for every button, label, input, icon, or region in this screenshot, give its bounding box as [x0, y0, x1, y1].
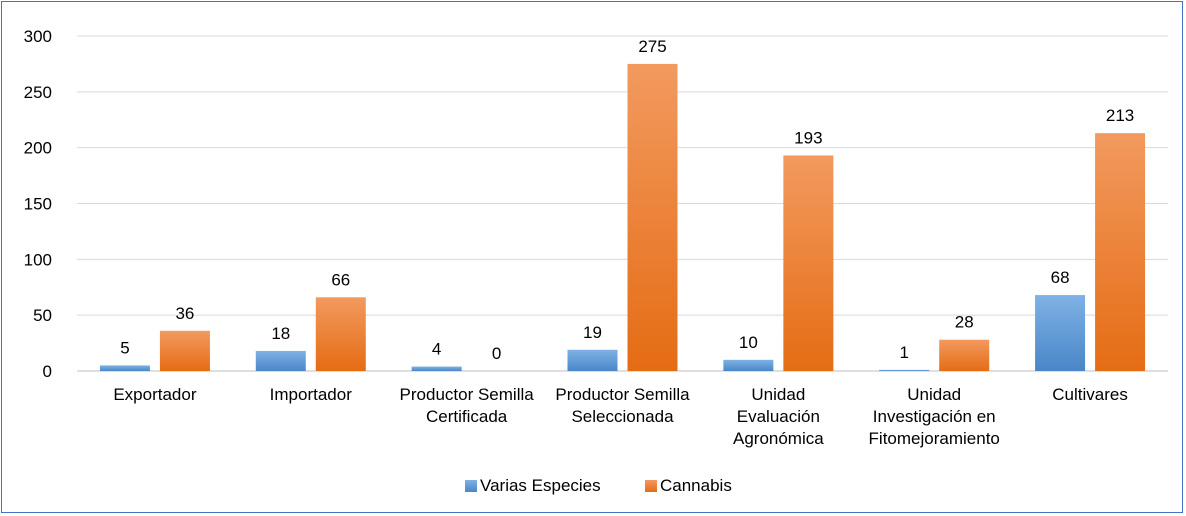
bar-varias-especies — [879, 369, 930, 371]
y-tick-label: 250 — [24, 83, 52, 102]
x-category-label: Unidad Investigación en Fitomejoramiento — [869, 385, 1000, 448]
x-category-label: Productor Semilla Certificada — [400, 385, 535, 426]
y-tick-label: 0 — [43, 362, 52, 381]
bar-varias-especies — [99, 365, 150, 371]
data-label: 1 — [899, 343, 908, 362]
legend-cannabis-swatch — [645, 480, 657, 492]
x-category-label: Productor Semilla Seleccionada — [555, 385, 690, 426]
y-tick-label: 50 — [33, 306, 52, 325]
data-label: 5 — [120, 338, 129, 357]
data-label: 4 — [432, 340, 441, 359]
data-label: 213 — [1106, 106, 1134, 125]
y-tick-label: 100 — [24, 250, 52, 269]
data-label: 10 — [739, 333, 758, 352]
x-category-label: Exportador — [113, 385, 196, 404]
legend-varias-especies-swatch — [465, 480, 477, 492]
data-label: 36 — [175, 304, 194, 323]
data-label: 275 — [638, 37, 666, 56]
data-label: 68 — [1051, 268, 1070, 287]
bar-cannabis — [315, 297, 366, 371]
data-label: 28 — [955, 313, 974, 332]
data-label: 193 — [794, 128, 822, 147]
x-category-label: Importador — [270, 385, 353, 404]
bar-varias-especies — [255, 350, 306, 371]
bar-cannabis — [1095, 133, 1146, 371]
y-tick-label: 150 — [24, 195, 52, 214]
bar-varias-especies — [567, 349, 618, 371]
bar-varias-especies — [723, 359, 774, 371]
bar-cannabis — [627, 63, 678, 372]
x-category-label: Cultivares — [1052, 385, 1128, 404]
legend-cannabis-label: Cannabis — [660, 476, 732, 495]
bar-cannabis — [783, 155, 834, 371]
bar-varias-especies — [1035, 295, 1086, 371]
data-label: 66 — [331, 270, 350, 289]
y-tick-label: 300 — [24, 27, 52, 46]
data-label: 18 — [271, 324, 290, 343]
legend-varias-especies-label: Varias Especies — [480, 476, 601, 495]
bar-varias-especies — [411, 366, 462, 371]
x-category-label: Unidad Evaluación Agronómica — [733, 385, 824, 448]
y-tick-label: 200 — [24, 139, 52, 158]
bar-cannabis — [939, 339, 990, 371]
data-label: 19 — [583, 323, 602, 342]
bar-cannabis — [159, 330, 210, 371]
data-label: 0 — [492, 344, 501, 363]
